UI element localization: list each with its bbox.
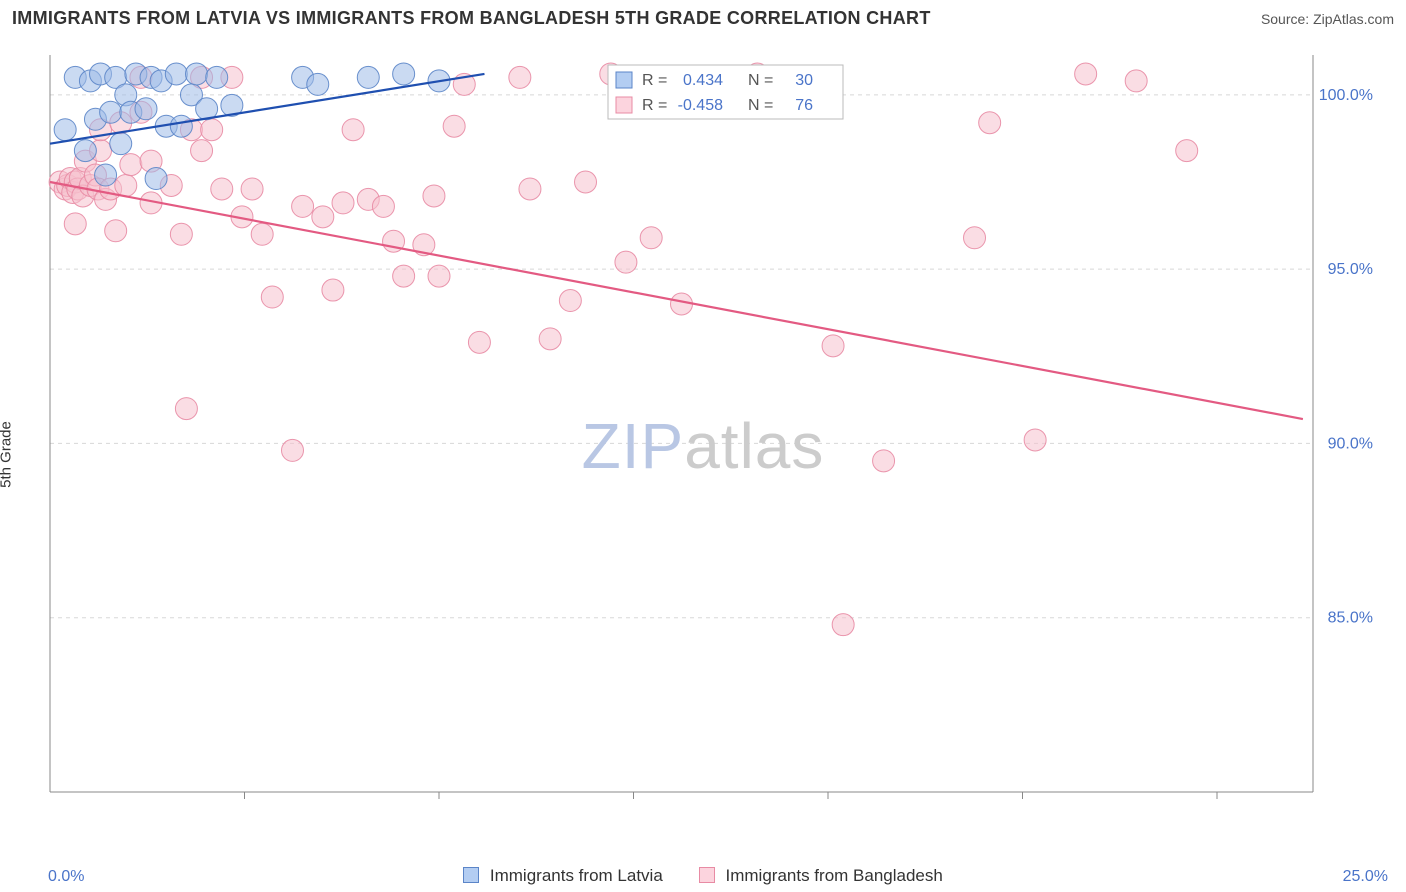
- chart-title: IMMIGRANTS FROM LATVIA VS IMMIGRANTS FRO…: [12, 8, 931, 29]
- scatter-chart-svg: 85.0% 90.0% 95.0% 100.0% R = 0.434 N = 30 R = -0.…: [48, 50, 1388, 820]
- legend-swatch-latvia: [463, 867, 479, 883]
- bottom-legend: Immigrants from Latvia Immigrants from B…: [0, 866, 1406, 886]
- svg-text:N =: N =: [748, 72, 773, 89]
- y-axis-label: 5th Grade: [0, 421, 15, 488]
- chart-plot-area: 85.0% 90.0% 95.0% 100.0% R = 0.434 N = 30 R = -0.…: [48, 50, 1388, 820]
- legend-label-latvia: Immigrants from Latvia: [490, 866, 663, 885]
- legend-swatch-bangladesh: [699, 867, 715, 883]
- chart-header: IMMIGRANTS FROM LATVIA VS IMMIGRANTS FRO…: [0, 0, 1406, 37]
- legend-label-bangladesh: Immigrants from Bangladesh: [726, 866, 943, 885]
- legend-item-bangladesh: Immigrants from Bangladesh: [699, 866, 943, 886]
- svg-text:95.0%: 95.0%: [1328, 261, 1373, 278]
- svg-text:R =: R =: [642, 72, 667, 89]
- source-attribution: Source: ZipAtlas.com: [1261, 11, 1394, 27]
- svg-text:R =: R =: [642, 97, 667, 114]
- svg-text:90.0%: 90.0%: [1328, 435, 1373, 452]
- svg-text:100.0%: 100.0%: [1319, 87, 1373, 104]
- svg-text:76: 76: [795, 97, 813, 114]
- svg-text:30: 30: [795, 72, 813, 89]
- svg-text:85.0%: 85.0%: [1328, 610, 1373, 627]
- legend-item-latvia: Immigrants from Latvia: [463, 866, 663, 886]
- svg-text:0.434: 0.434: [683, 72, 723, 89]
- svg-text:N =: N =: [748, 97, 773, 114]
- svg-text:-0.458: -0.458: [678, 97, 723, 114]
